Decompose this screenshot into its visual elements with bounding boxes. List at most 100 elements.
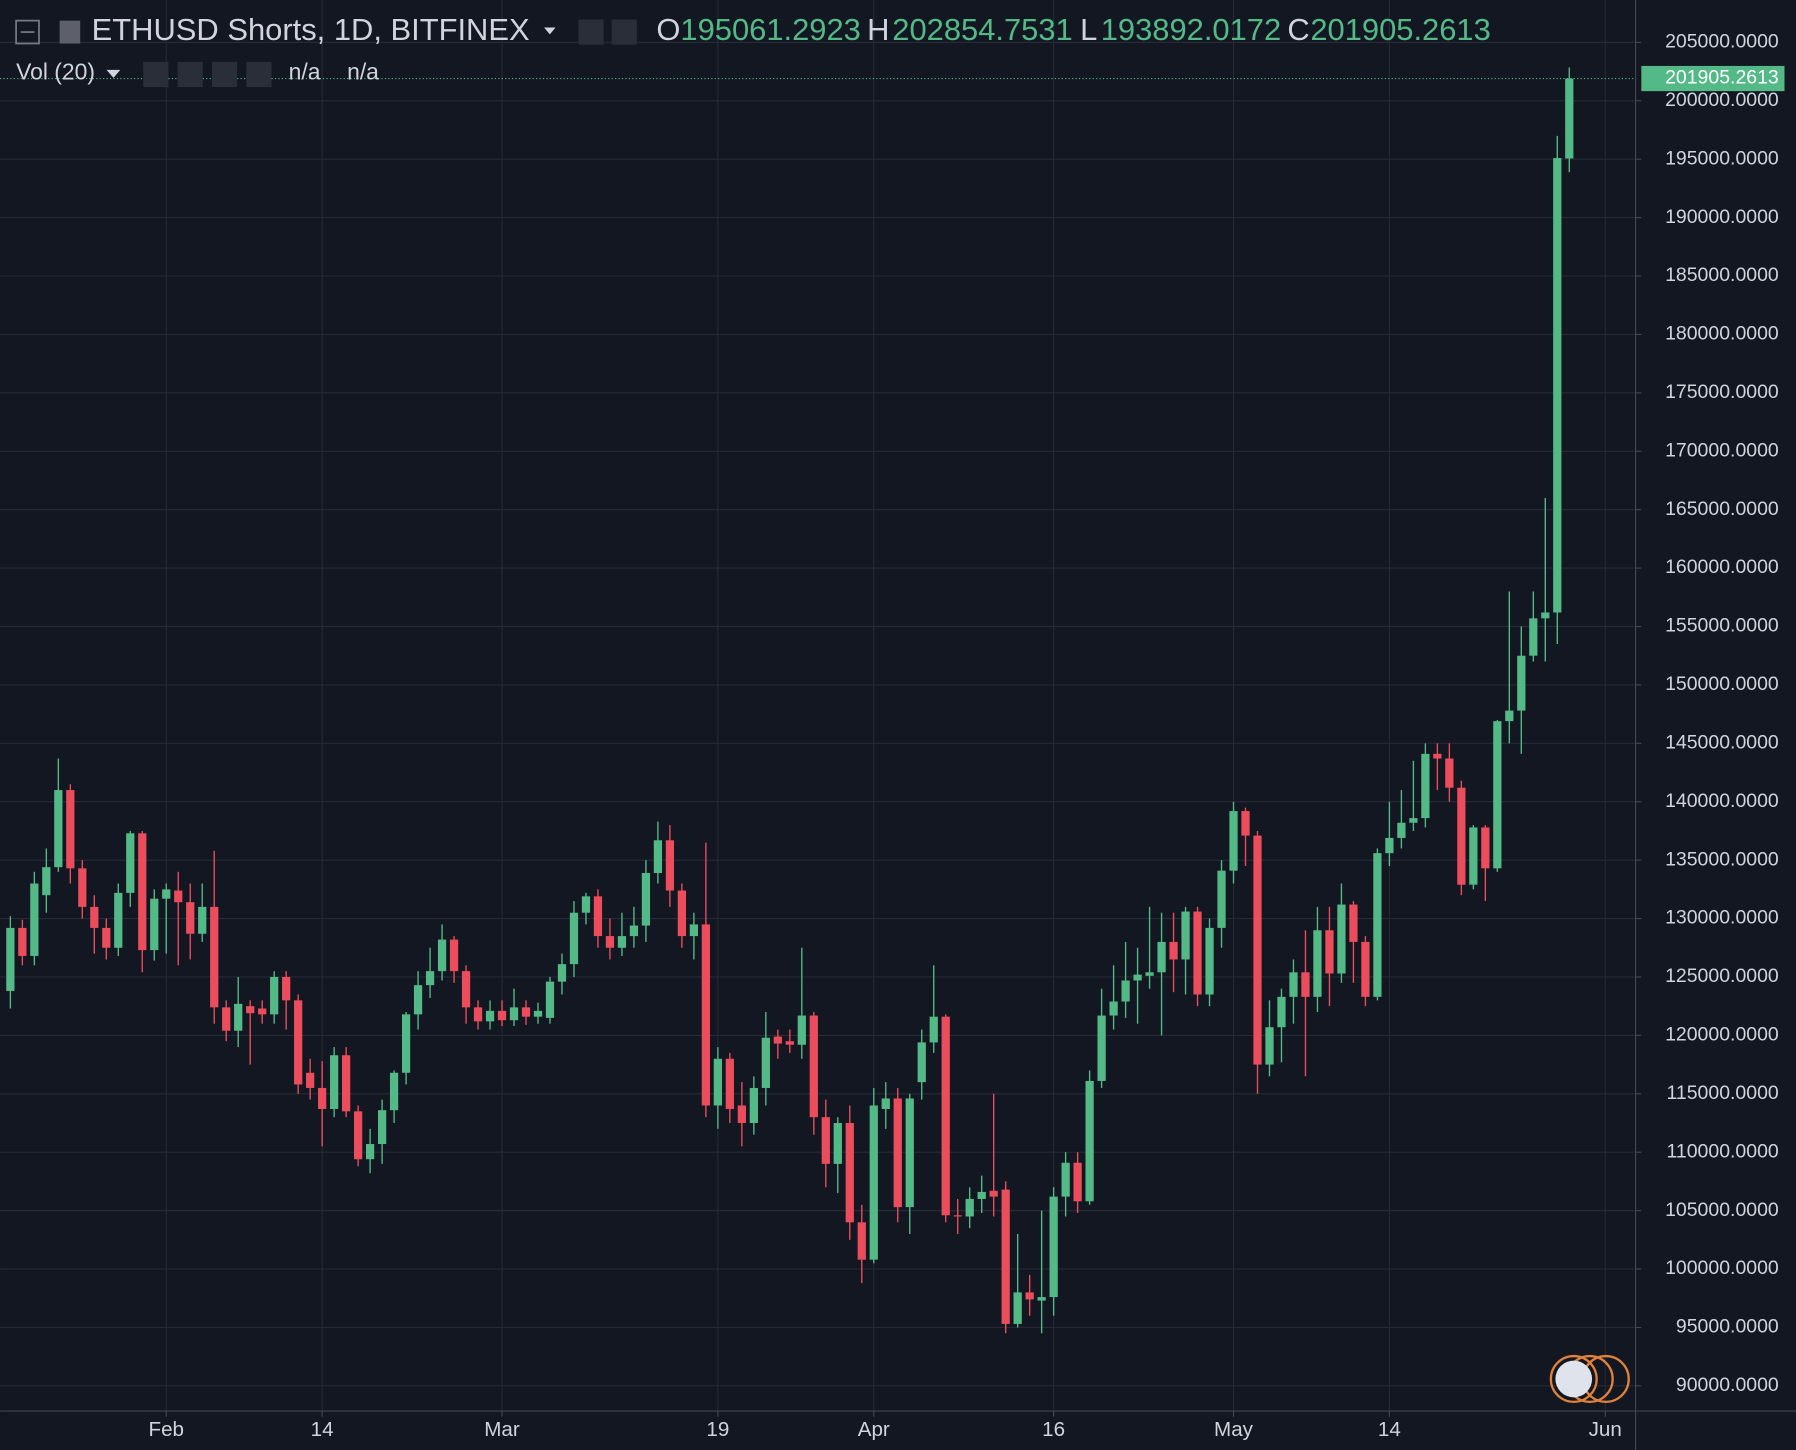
y-tick-label: 115000.0000 bbox=[1667, 1082, 1779, 1104]
flag-icon bbox=[1555, 1360, 1593, 1398]
candle-body bbox=[557, 964, 567, 982]
indicator-dropdown[interactable] bbox=[106, 69, 121, 78]
eye-icon[interactable] bbox=[578, 19, 604, 45]
candle-body bbox=[1301, 972, 1310, 997]
candle-body bbox=[18, 927, 27, 956]
last-price-label: 201905.2613 bbox=[1665, 67, 1779, 89]
low-value: 193892.0172 bbox=[1101, 12, 1281, 47]
candle-body bbox=[1229, 811, 1238, 871]
x-tick-label: Mar bbox=[484, 1418, 520, 1441]
y-tick-label: 135000.0000 bbox=[1665, 848, 1779, 870]
candle-body bbox=[857, 1222, 866, 1260]
candle-body bbox=[198, 906, 207, 934]
candle-body bbox=[1013, 1292, 1022, 1324]
candle-body bbox=[1469, 827, 1478, 885]
candle-body bbox=[1121, 980, 1130, 1002]
y-tick-label: 130000.0000 bbox=[1665, 907, 1779, 929]
candle-body bbox=[90, 906, 99, 928]
symbol-title: ETHUSD Shorts, 1D, BITFINEX bbox=[92, 12, 530, 47]
candle-body bbox=[749, 1087, 758, 1124]
candle-body bbox=[102, 927, 111, 948]
candle-body bbox=[413, 985, 423, 1015]
candle-body bbox=[186, 902, 195, 934]
candle-body bbox=[797, 1015, 806, 1045]
axes: 90000.0000 95000.0000 100000.0000 105000.00… bbox=[148, 31, 1785, 1441]
y-tick-label: 195000.0000 bbox=[1665, 147, 1779, 169]
grid bbox=[0, 0, 1636, 1412]
candle-body bbox=[1217, 870, 1226, 928]
x-tick-label: 16 bbox=[1042, 1418, 1065, 1441]
candle-body bbox=[1397, 822, 1406, 838]
candle-body bbox=[54, 790, 63, 868]
candle-body bbox=[917, 1042, 926, 1083]
indicator-eye[interactable] bbox=[143, 61, 169, 88]
candle-body bbox=[1349, 904, 1358, 942]
candle-body bbox=[1157, 941, 1166, 973]
candle-body bbox=[929, 1016, 938, 1043]
candle-body bbox=[389, 1072, 399, 1111]
candle-body bbox=[1541, 612, 1550, 619]
candle-body bbox=[353, 1111, 363, 1160]
y-tick-label: 90000.0000 bbox=[1676, 1374, 1779, 1396]
y-tick-label: 125000.0000 bbox=[1665, 965, 1779, 987]
candle-body bbox=[1409, 818, 1418, 823]
y-tick-label: 160000.0000 bbox=[1665, 556, 1779, 578]
candle-body bbox=[234, 1003, 243, 1031]
badge-ring bbox=[1549, 1354, 1598, 1404]
dropdown-arrow[interactable] bbox=[544, 27, 556, 35]
x-tick-label: Feb bbox=[148, 1418, 184, 1441]
candle-body bbox=[1289, 972, 1298, 997]
y-tick-label: 190000.0000 bbox=[1665, 206, 1779, 228]
candle-body bbox=[318, 1087, 327, 1109]
candle-body bbox=[713, 1058, 722, 1106]
flag-badge bbox=[1549, 1354, 1630, 1404]
candle-body bbox=[1253, 835, 1262, 1065]
candle-body bbox=[953, 1215, 962, 1217]
candle-body bbox=[1457, 787, 1466, 885]
x-tick-label: 14 bbox=[311, 1418, 334, 1441]
candle-body bbox=[1241, 811, 1250, 836]
candle-body bbox=[1145, 972, 1154, 976]
candle-body bbox=[1361, 941, 1370, 997]
high-label: H bbox=[867, 12, 889, 47]
x-tick-label: 14 bbox=[1378, 1418, 1401, 1441]
y-tick-label: 155000.0000 bbox=[1665, 615, 1779, 637]
candle-body bbox=[365, 1144, 375, 1160]
candle-body bbox=[545, 981, 555, 1018]
indicator-settings[interactable] bbox=[177, 61, 203, 88]
y-tick-label: 180000.0000 bbox=[1665, 323, 1779, 345]
candle-body bbox=[1277, 996, 1286, 1028]
y-tick-label: 140000.0000 bbox=[1665, 790, 1779, 812]
y-tick-label: 120000.0000 bbox=[1665, 1024, 1779, 1046]
candle-body bbox=[78, 868, 87, 907]
candle-body bbox=[30, 883, 39, 956]
candle-body bbox=[737, 1105, 746, 1124]
indicator-remove[interactable] bbox=[246, 61, 272, 88]
y-tick-label: 95000.0000 bbox=[1676, 1316, 1779, 1338]
candle-body bbox=[689, 924, 699, 937]
candle-body bbox=[725, 1058, 734, 1109]
collapse-icon[interactable] bbox=[15, 19, 40, 45]
settings-icon[interactable] bbox=[611, 19, 637, 45]
candle-body bbox=[401, 1014, 411, 1073]
candle-body bbox=[1553, 158, 1562, 613]
candle-body bbox=[845, 1123, 854, 1223]
close-label: C bbox=[1287, 12, 1309, 47]
y-tick-label: 145000.0000 bbox=[1665, 731, 1779, 753]
candle-body bbox=[258, 1008, 267, 1015]
candle-body bbox=[1193, 911, 1202, 995]
low-label: L bbox=[1080, 12, 1097, 47]
candle-body bbox=[210, 906, 219, 1008]
open-value: 195061.2923 bbox=[680, 12, 860, 47]
indicator-add[interactable] bbox=[211, 61, 238, 88]
candle-body bbox=[653, 840, 663, 874]
candle-body bbox=[1169, 941, 1178, 960]
candle-body bbox=[282, 976, 291, 1001]
candle-body bbox=[1433, 753, 1442, 759]
candle-body bbox=[1529, 618, 1538, 656]
candle-body bbox=[449, 939, 459, 972]
candle-body bbox=[677, 890, 687, 937]
candle-body bbox=[138, 833, 147, 951]
candle-body bbox=[1325, 930, 1334, 974]
